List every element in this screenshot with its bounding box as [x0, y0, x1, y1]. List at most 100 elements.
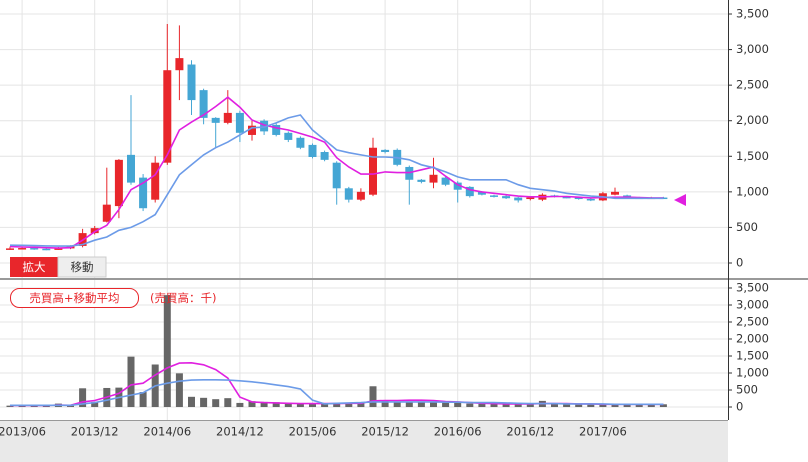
volume-bar — [296, 403, 304, 408]
volume-bar — [623, 404, 631, 408]
candle-body — [502, 196, 511, 199]
volume-bar — [369, 386, 377, 408]
moving-average-line — [10, 379, 664, 407]
y-tick-label: 3,500 — [736, 7, 769, 21]
y-tick-label: 0 — [736, 255, 743, 269]
candle-body — [586, 198, 595, 201]
candle-body — [235, 112, 244, 133]
candle-body — [248, 125, 256, 135]
candle-body — [332, 162, 341, 189]
moving-average-line — [9, 114, 664, 247]
candle-body — [6, 248, 14, 250]
candle-body — [308, 144, 317, 157]
volume-bar — [478, 403, 486, 408]
candle-body — [54, 248, 63, 250]
current-price-marker — [674, 194, 686, 206]
volume-bar — [659, 404, 667, 408]
volume-bar — [502, 404, 510, 408]
candle-body — [441, 177, 450, 185]
volume-bar — [67, 405, 74, 408]
candle-body — [611, 191, 619, 195]
y-tick-label: 500 — [736, 220, 758, 234]
y-tick-label: 2,500 — [736, 314, 769, 328]
volume-unit: (売買高：千) — [150, 291, 216, 305]
volume-legend-box — [10, 288, 139, 308]
volume-bar — [260, 401, 268, 408]
candle-body — [163, 70, 172, 163]
candle-body — [18, 248, 27, 250]
candle-body — [151, 162, 160, 200]
candle-body — [114, 159, 123, 207]
candle-body — [199, 90, 208, 118]
volume-bar — [224, 398, 232, 408]
y-tick-label: 1,500 — [736, 149, 769, 163]
move-button-label[interactable]: 移動 — [71, 260, 94, 274]
volume-bar — [127, 356, 135, 408]
volume-bar — [526, 404, 534, 408]
candle-body — [102, 204, 111, 222]
candle-body — [284, 132, 293, 140]
volume-bar — [91, 401, 99, 408]
move-button[interactable] — [57, 256, 107, 278]
volume-bar — [587, 404, 595, 408]
candle-body — [465, 186, 474, 197]
x-tick-label: 2017/06 — [579, 425, 627, 439]
volume-bar — [417, 401, 425, 408]
volume-bar — [442, 401, 450, 408]
x-tick-label: 2014/12 — [216, 425, 264, 439]
candle-body — [211, 117, 220, 123]
y-tick-label: 3,000 — [736, 42, 769, 56]
volume-bar — [212, 399, 220, 408]
volume-bar — [175, 373, 183, 408]
volume-bar — [575, 404, 583, 408]
candle-body — [272, 124, 281, 135]
volume-legend: 売買高+移動平均 — [29, 291, 119, 305]
zoom-button[interactable] — [10, 257, 58, 277]
candle-body — [175, 58, 184, 71]
volume-bar — [466, 403, 474, 408]
x-tick-label: 2013/12 — [71, 425, 119, 439]
candle-body — [417, 179, 426, 182]
volume-bar — [30, 405, 38, 408]
volume-bar — [454, 402, 462, 408]
candle-body — [381, 149, 390, 153]
candle-body — [296, 137, 305, 148]
volume-bar — [333, 402, 341, 408]
candle-body — [453, 182, 462, 190]
candle-body — [574, 197, 583, 200]
volume-bar — [430, 401, 437, 408]
moving-average-line — [9, 96, 664, 249]
volume-bar — [563, 404, 571, 408]
candle-body — [90, 228, 99, 234]
y-tick-label: 2,000 — [736, 331, 769, 345]
volume-bar — [647, 404, 655, 408]
volume-bar — [79, 388, 87, 408]
y-tick-label: 500 — [736, 383, 758, 397]
candle-body — [344, 188, 353, 200]
x-tick-label: 2013/06 — [0, 425, 46, 439]
x-tick-label: 2015/12 — [361, 425, 409, 439]
volume-bar — [635, 404, 643, 408]
candle-body — [127, 154, 135, 183]
candle-body — [223, 112, 232, 123]
volume-bar — [309, 403, 316, 408]
y-tick-label: 3,000 — [736, 297, 769, 311]
volume-bar — [236, 402, 244, 408]
x-axis-band — [0, 420, 728, 462]
y-tick-label: 1,000 — [736, 366, 769, 380]
candle-body — [356, 191, 365, 200]
volume-bar — [551, 403, 558, 408]
candle-body — [429, 174, 438, 183]
candle-body — [187, 64, 196, 101]
candle-body — [514, 197, 523, 201]
x-tick-label: 2015/06 — [289, 425, 337, 439]
candle-body — [526, 197, 535, 200]
volume-bar — [357, 403, 365, 408]
candle-body — [30, 248, 39, 250]
volume-bar — [272, 402, 280, 408]
zoom-button-label[interactable]: 拡大 — [23, 260, 46, 274]
candle-body — [369, 147, 377, 195]
volume-bar — [163, 295, 171, 408]
volume-bar — [200, 397, 208, 408]
